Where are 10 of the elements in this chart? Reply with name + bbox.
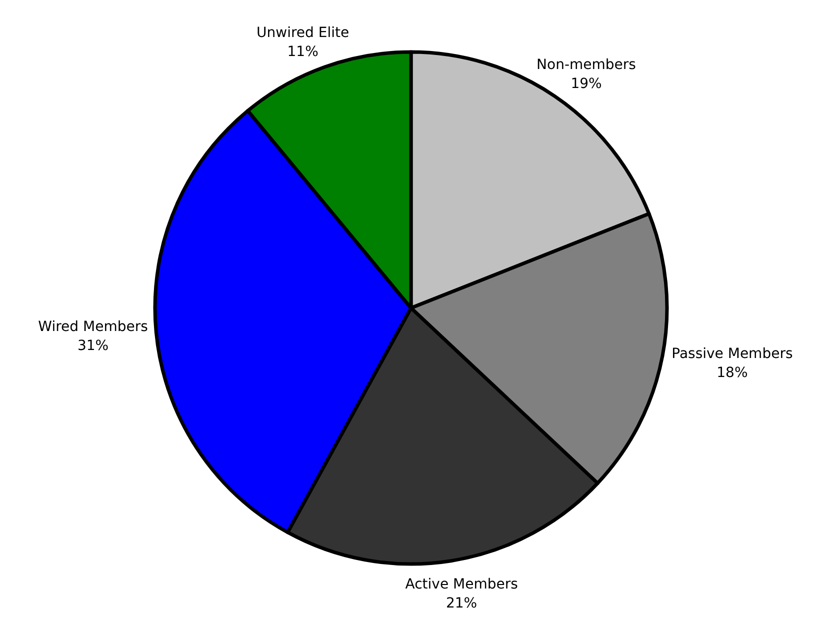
data-label: 21% bbox=[446, 595, 478, 612]
slice-label: Wired Members bbox=[38, 319, 148, 336]
slice-label: Non-members bbox=[536, 57, 636, 74]
data-label: 18% bbox=[716, 364, 748, 381]
data-label: 31% bbox=[77, 338, 109, 354]
data-label: 11% bbox=[287, 44, 318, 60]
data-label: 19% bbox=[570, 76, 602, 92]
slice-label: Passive Members bbox=[672, 346, 793, 362]
slice-label: Active Members bbox=[405, 576, 518, 592]
slice-label: Unwired Elite bbox=[256, 24, 350, 41]
